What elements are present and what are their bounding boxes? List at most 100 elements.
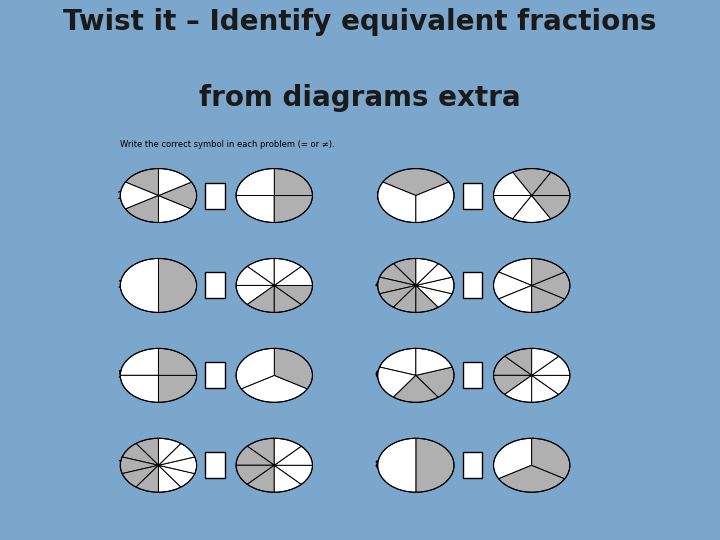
Polygon shape xyxy=(125,195,158,222)
Polygon shape xyxy=(393,259,416,286)
Polygon shape xyxy=(274,465,312,484)
Text: 3): 3) xyxy=(117,280,130,291)
Polygon shape xyxy=(493,438,531,479)
Bar xyxy=(205,362,225,388)
Polygon shape xyxy=(158,438,181,465)
Polygon shape xyxy=(493,272,531,299)
Polygon shape xyxy=(531,375,570,394)
Polygon shape xyxy=(378,367,416,397)
Polygon shape xyxy=(531,375,559,402)
Polygon shape xyxy=(531,195,570,219)
Polygon shape xyxy=(241,375,307,402)
Bar xyxy=(463,362,482,388)
Polygon shape xyxy=(236,195,274,222)
Polygon shape xyxy=(416,286,438,313)
Polygon shape xyxy=(274,266,312,286)
Polygon shape xyxy=(274,286,312,305)
Polygon shape xyxy=(120,457,158,474)
Polygon shape xyxy=(393,286,416,313)
Polygon shape xyxy=(125,168,158,195)
Polygon shape xyxy=(531,356,570,375)
Polygon shape xyxy=(416,182,454,222)
Polygon shape xyxy=(274,259,301,286)
Polygon shape xyxy=(120,182,158,209)
Polygon shape xyxy=(274,438,301,465)
Polygon shape xyxy=(505,348,531,375)
Polygon shape xyxy=(499,259,531,286)
Polygon shape xyxy=(136,438,158,465)
Polygon shape xyxy=(247,286,274,313)
Polygon shape xyxy=(499,286,531,313)
Text: Twist it – Identify equivalent fractions: Twist it – Identify equivalent fractions xyxy=(63,8,657,36)
Polygon shape xyxy=(493,375,531,394)
Polygon shape xyxy=(379,264,416,286)
Bar xyxy=(463,453,482,478)
Polygon shape xyxy=(416,438,454,492)
Text: Write the correct symbol in each problem (= or ≠).: Write the correct symbol in each problem… xyxy=(120,140,335,149)
Polygon shape xyxy=(513,195,551,222)
Polygon shape xyxy=(247,259,274,286)
Text: from diagrams extra: from diagrams extra xyxy=(199,84,521,112)
Polygon shape xyxy=(383,168,449,195)
Polygon shape xyxy=(531,438,570,479)
Polygon shape xyxy=(236,348,274,389)
Polygon shape xyxy=(247,438,274,465)
Text: 8): 8) xyxy=(374,460,387,470)
Bar xyxy=(463,273,482,299)
Polygon shape xyxy=(274,168,312,195)
Text: 4): 4) xyxy=(374,280,387,291)
Polygon shape xyxy=(379,286,416,307)
Polygon shape xyxy=(274,465,301,492)
Polygon shape xyxy=(122,443,158,465)
Polygon shape xyxy=(158,375,197,402)
Polygon shape xyxy=(531,259,564,286)
Text: 1): 1) xyxy=(117,191,130,200)
Polygon shape xyxy=(531,348,559,375)
Polygon shape xyxy=(379,348,416,375)
Text: 2): 2) xyxy=(374,191,387,200)
Polygon shape xyxy=(493,195,531,219)
Bar xyxy=(205,453,225,478)
Polygon shape xyxy=(493,172,531,195)
Polygon shape xyxy=(120,348,158,375)
Text: 5): 5) xyxy=(117,370,130,380)
Polygon shape xyxy=(158,465,194,487)
Polygon shape xyxy=(236,446,274,465)
Polygon shape xyxy=(236,168,274,195)
Polygon shape xyxy=(416,277,454,294)
Polygon shape xyxy=(236,465,274,484)
Bar xyxy=(205,183,225,208)
Polygon shape xyxy=(120,259,158,313)
Polygon shape xyxy=(531,286,564,313)
Polygon shape xyxy=(499,465,564,492)
Polygon shape xyxy=(158,348,197,375)
Polygon shape xyxy=(274,446,312,465)
Polygon shape xyxy=(531,272,570,299)
Polygon shape xyxy=(158,443,194,465)
Polygon shape xyxy=(416,286,452,307)
Polygon shape xyxy=(378,277,416,294)
Polygon shape xyxy=(247,465,274,492)
Polygon shape xyxy=(378,438,416,492)
Polygon shape xyxy=(393,375,438,402)
Polygon shape xyxy=(158,195,192,222)
Polygon shape xyxy=(136,465,158,492)
Polygon shape xyxy=(416,259,438,286)
Polygon shape xyxy=(158,465,181,492)
Polygon shape xyxy=(236,266,274,286)
Polygon shape xyxy=(274,348,312,389)
Polygon shape xyxy=(274,195,312,222)
Polygon shape xyxy=(416,367,454,397)
Text: 6): 6) xyxy=(374,370,387,380)
Polygon shape xyxy=(505,375,531,402)
Polygon shape xyxy=(416,348,452,375)
Bar xyxy=(463,183,482,208)
Polygon shape xyxy=(122,465,158,487)
Polygon shape xyxy=(493,356,531,375)
Polygon shape xyxy=(158,259,197,313)
Bar xyxy=(205,273,225,299)
Polygon shape xyxy=(513,168,551,195)
Polygon shape xyxy=(158,182,197,209)
Polygon shape xyxy=(158,168,192,195)
Text: 7): 7) xyxy=(117,460,130,470)
